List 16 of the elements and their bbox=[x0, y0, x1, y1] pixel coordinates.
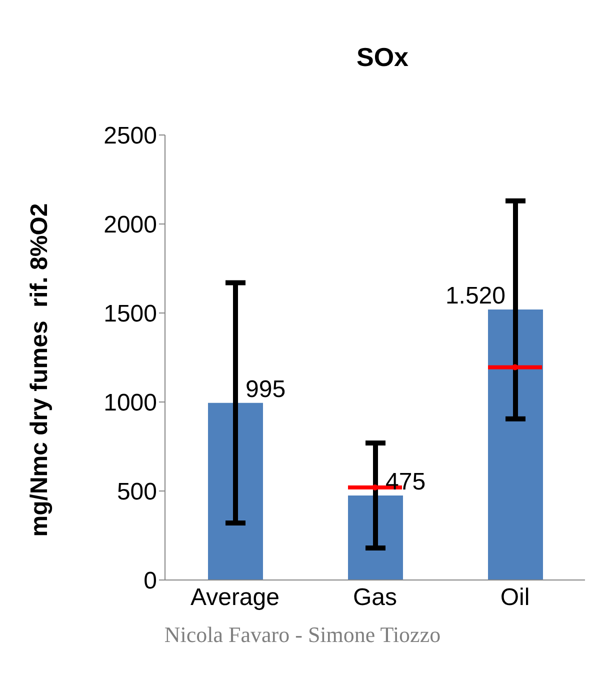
text: Nicola Favaro - Simone Tiozzo bbox=[163, 622, 442, 648]
data-label: 995 bbox=[246, 376, 286, 403]
y-tick-label: 500 bbox=[116, 478, 157, 506]
data-label: 1.520 bbox=[445, 282, 506, 310]
chart-title: SOx bbox=[355, 42, 410, 73]
x-tick-label: Gas bbox=[352, 584, 398, 612]
bar bbox=[488, 309, 543, 580]
y-tick-label: 0 bbox=[144, 568, 157, 595]
y-axis-title: mg/Nmc dry fumes rif. 8%O2 bbox=[26, 203, 54, 537]
x-tick-label: Oil bbox=[500, 584, 530, 612]
y-tick-label: 2000 bbox=[104, 212, 157, 239]
y-tick-label: 1000 bbox=[104, 390, 157, 417]
y-tick-label: 2500 bbox=[104, 122, 157, 150]
x-tick-label: Average bbox=[190, 584, 280, 612]
data-label: 475 bbox=[386, 468, 426, 496]
y-tick-label: 1500 bbox=[104, 300, 157, 328]
